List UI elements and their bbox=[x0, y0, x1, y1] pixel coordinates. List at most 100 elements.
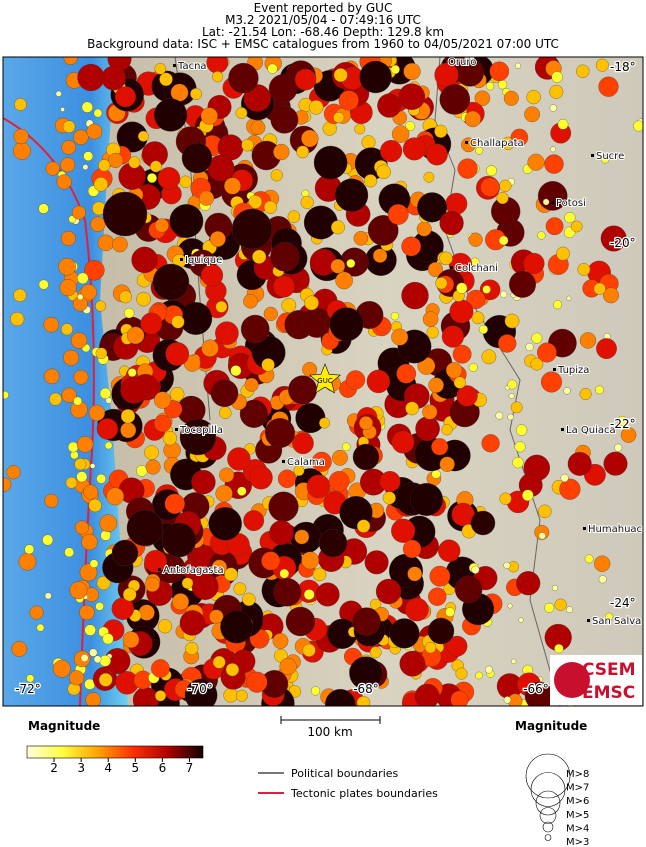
earthquake bbox=[598, 575, 607, 584]
earthquake bbox=[144, 576, 160, 592]
earthquake bbox=[88, 404, 106, 422]
earthquake bbox=[112, 236, 128, 253]
place-marker bbox=[591, 154, 594, 157]
earthquake bbox=[375, 578, 402, 605]
earthquake bbox=[333, 112, 345, 124]
lon-label: -70° bbox=[187, 682, 213, 696]
lon-label: -66° bbox=[523, 682, 549, 696]
earthquake bbox=[76, 471, 88, 483]
earthquake bbox=[170, 83, 189, 102]
earthquake bbox=[549, 84, 564, 99]
earthquake bbox=[391, 430, 415, 454]
earthquake bbox=[557, 118, 569, 130]
earthquake bbox=[303, 205, 338, 240]
earthquake bbox=[80, 284, 97, 301]
earthquake bbox=[482, 285, 491, 294]
earthquake bbox=[464, 110, 481, 128]
earthquake bbox=[224, 567, 238, 582]
earthquake bbox=[209, 231, 226, 247]
earthquake bbox=[527, 153, 545, 171]
earthquake bbox=[219, 406, 232, 419]
earthquake bbox=[414, 683, 440, 706]
earthquake bbox=[304, 295, 319, 311]
earthquake bbox=[382, 491, 396, 505]
earthquake bbox=[106, 487, 125, 506]
earthquake bbox=[461, 137, 476, 153]
earthquake bbox=[338, 90, 359, 111]
earthquake bbox=[427, 617, 455, 645]
earthquake bbox=[90, 216, 106, 232]
earthquake bbox=[478, 324, 488, 334]
earthquake bbox=[70, 332, 88, 349]
earthquake bbox=[136, 465, 148, 477]
earthquake bbox=[225, 663, 240, 677]
size-label: M>3 bbox=[566, 837, 589, 847]
earthquake bbox=[403, 62, 421, 81]
earthquake bbox=[246, 671, 268, 693]
earthquake bbox=[499, 492, 512, 505]
earthquake bbox=[83, 151, 94, 162]
earthquake bbox=[73, 369, 89, 385]
place-label: Iquique bbox=[185, 255, 222, 266]
earthquake bbox=[387, 204, 409, 225]
earthquake bbox=[577, 263, 591, 276]
earthquake bbox=[96, 473, 106, 484]
earthquake bbox=[633, 120, 643, 132]
earthquake bbox=[530, 357, 544, 371]
earthquake bbox=[270, 105, 299, 134]
earthquake bbox=[102, 633, 114, 645]
earthquake bbox=[76, 436, 94, 453]
earthquake bbox=[481, 434, 500, 453]
earthquake bbox=[42, 534, 54, 546]
earthquake bbox=[49, 392, 62, 406]
earthquake bbox=[263, 306, 278, 321]
earthquake bbox=[52, 659, 71, 678]
legend-label: Political boundaries bbox=[291, 767, 399, 780]
earthquake bbox=[144, 550, 167, 573]
header-line: Lat: -21.54 Lon: -68.46 Depth: 129.8 km bbox=[202, 25, 444, 39]
earthquake bbox=[294, 68, 317, 91]
place-marker bbox=[158, 568, 161, 571]
earthquake bbox=[55, 90, 62, 97]
earthquake bbox=[576, 64, 590, 78]
earthquake bbox=[270, 242, 300, 272]
earthquake bbox=[171, 315, 185, 329]
earthquake bbox=[200, 107, 218, 125]
earthquake bbox=[64, 547, 75, 558]
earthquake bbox=[13, 128, 29, 145]
earthquake bbox=[58, 257, 76, 276]
earthquake bbox=[104, 441, 113, 450]
earthquake bbox=[215, 321, 239, 345]
size-symbol bbox=[535, 790, 561, 816]
size-label: M>5 bbox=[566, 810, 589, 821]
earthquake bbox=[541, 371, 562, 393]
earthquake bbox=[10, 311, 25, 327]
earthquake bbox=[99, 514, 118, 532]
place-marker bbox=[450, 266, 453, 269]
earthquake bbox=[11, 641, 28, 657]
earthquake bbox=[423, 171, 435, 183]
earthquake bbox=[301, 551, 320, 570]
earthquake bbox=[593, 282, 606, 295]
place-marker bbox=[561, 428, 564, 431]
place-marker bbox=[173, 64, 176, 67]
earthquake bbox=[455, 667, 468, 680]
earthquake bbox=[391, 328, 409, 346]
earthquake bbox=[26, 674, 35, 683]
earthquake bbox=[242, 592, 256, 607]
earthquake bbox=[495, 411, 504, 420]
earthquake bbox=[24, 544, 35, 555]
color-tick-label: 7 bbox=[186, 761, 194, 775]
earthquake bbox=[310, 686, 321, 696]
earthquake bbox=[550, 146, 556, 153]
place-label: Calama bbox=[287, 457, 325, 468]
earthquake bbox=[361, 135, 376, 150]
earthquake bbox=[402, 137, 426, 161]
earthquake bbox=[377, 93, 402, 118]
earthquake bbox=[446, 635, 468, 657]
earthquake bbox=[233, 582, 247, 596]
earthquake bbox=[600, 225, 627, 252]
earthquake bbox=[44, 493, 59, 508]
earthquake bbox=[95, 347, 108, 360]
